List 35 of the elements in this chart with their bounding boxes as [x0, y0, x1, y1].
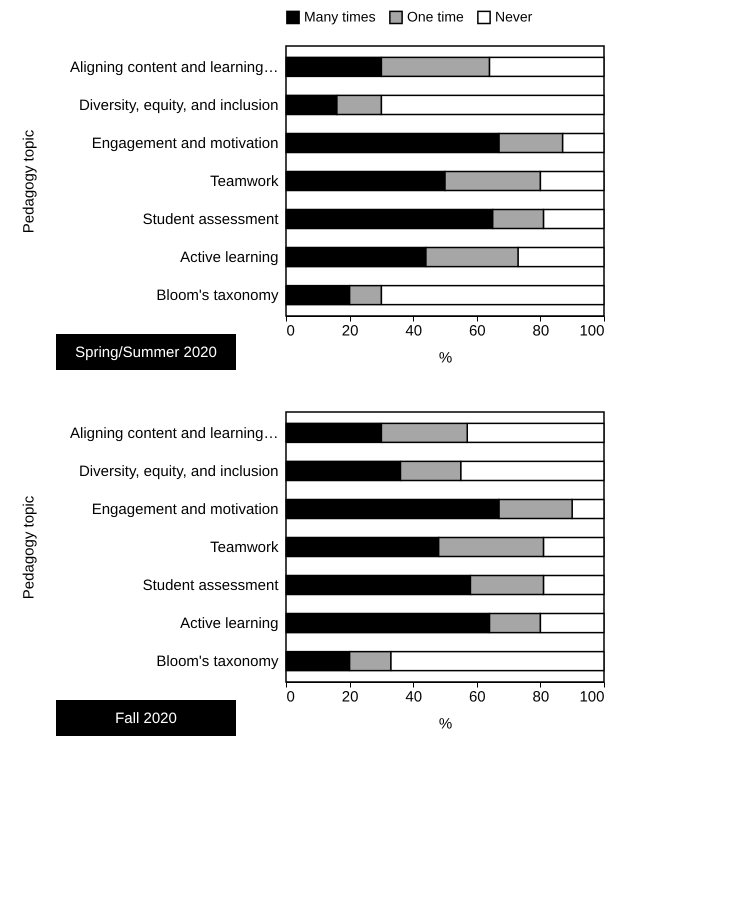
x-tick-label: 20	[342, 688, 358, 706]
x-tick-label: 80	[532, 688, 550, 706]
y-tick-label: Active learning	[180, 615, 278, 632]
x-tick-label: 0	[286, 322, 295, 340]
x-tick-label: 100	[579, 688, 604, 706]
y-axis-title: Pedagogy topic	[20, 495, 38, 600]
y-tick-label: Diversity, equity, and inclusion	[78, 462, 278, 480]
x-tick-label: 60	[468, 688, 486, 706]
x-tick-label: 100	[579, 322, 604, 340]
y-tick-label: Teamwork	[210, 173, 279, 190]
text: Fall 2020	[115, 710, 177, 727]
y-tick-label: Engagement and motivation	[92, 500, 278, 518]
y-tick-label: Aligning content and learning…	[70, 424, 278, 442]
legend-label: Never	[495, 8, 533, 24]
y-tick-label: Student assessment	[142, 577, 280, 594]
y-tick-label: Engagement and motivation	[92, 134, 278, 152]
x-tick-label: 40	[405, 322, 422, 340]
y-tick-label: Bloom's taxonomy	[156, 287, 279, 304]
x-tick-label: 60	[468, 322, 486, 340]
legend-label: Many times	[304, 8, 376, 24]
x-tick-label: 0	[286, 688, 295, 706]
x-tick-label: 20	[342, 322, 358, 340]
y-tick-label: Bloom's taxonomy	[156, 653, 279, 670]
legend-label: One time	[407, 8, 464, 24]
y-tick-label: Student assessment	[142, 211, 280, 228]
y-tick-label: Aligning content and learning…	[70, 58, 278, 76]
x-axis-title: %	[438, 716, 452, 732]
y-tick-label: Diversity, equity, and inclusion	[78, 96, 278, 114]
y-axis-title: Pedagogy topic	[20, 129, 38, 234]
x-axis-title: %	[438, 350, 452, 366]
text: Spring/Summer 2020	[75, 344, 217, 361]
y-tick-label: Teamwork	[210, 539, 279, 556]
y-tick-label: Active learning	[180, 249, 278, 266]
x-tick-label: 80	[532, 322, 550, 340]
x-tick-label: 40	[405, 688, 422, 706]
